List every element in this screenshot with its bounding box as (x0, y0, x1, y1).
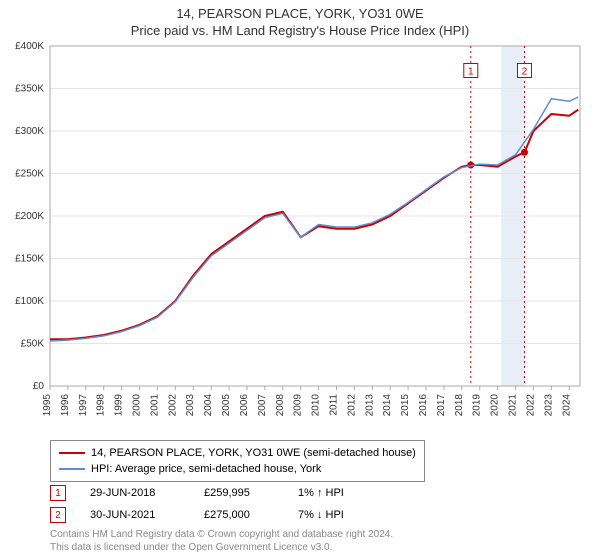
marker-price: £259,995 (204, 487, 274, 499)
svg-text:2006: 2006 (239, 394, 250, 417)
svg-text:2009: 2009 (293, 394, 304, 417)
marker-table: 1 29-JUN-2018 £259,995 1% ↑ HPI 2 30-JUN-2021… (50, 482, 378, 526)
footer-attribution: Contains HM Land Registry data © Crown c… (50, 528, 393, 554)
svg-text:2021: 2021 (508, 394, 519, 417)
svg-text:1999: 1999 (114, 394, 125, 417)
legend-item: 14, PEARSON PLACE, YORK, YO31 0WE (semi-… (59, 445, 416, 461)
legend-item: HPI: Average price, semi-detached house,… (59, 461, 416, 477)
svg-text:2024: 2024 (561, 394, 572, 417)
footer-line2: This data is licensed under the Open Gov… (50, 541, 393, 554)
svg-text:2001: 2001 (149, 394, 160, 417)
svg-text:2023: 2023 (543, 394, 554, 417)
svg-text:2: 2 (522, 67, 528, 78)
marker-row: 1 29-JUN-2018 £259,995 1% ↑ HPI (50, 482, 378, 504)
legend-swatch (59, 452, 85, 454)
svg-text:1996: 1996 (60, 394, 71, 417)
svg-text:2007: 2007 (257, 394, 268, 417)
svg-text:1995: 1995 (42, 394, 53, 417)
svg-text:£250K: £250K (15, 169, 44, 180)
svg-text:2010: 2010 (311, 394, 322, 417)
marker-row: 2 30-JUN-2021 £275,000 7% ↓ HPI (50, 504, 378, 526)
svg-text:£50K: £50K (21, 339, 45, 350)
svg-text:2019: 2019 (472, 394, 483, 417)
marker-date: 29-JUN-2018 (90, 487, 180, 499)
svg-text:2022: 2022 (525, 394, 536, 417)
svg-text:2013: 2013 (364, 394, 375, 417)
svg-text:£0: £0 (33, 381, 45, 392)
svg-text:2016: 2016 (418, 394, 429, 417)
svg-text:£150K: £150K (15, 254, 44, 265)
footer-line1: Contains HM Land Registry data © Crown c… (50, 528, 393, 541)
marker-date: 30-JUN-2021 (90, 509, 180, 521)
svg-text:2000: 2000 (132, 394, 143, 417)
title-block: 14, PEARSON PLACE, YORK, YO31 0WE Price … (0, 0, 600, 38)
legend-label: 14, PEARSON PLACE, YORK, YO31 0WE (semi-… (91, 445, 416, 461)
price-chart: £0£50K£100K£150K£200K£250K£300K£350K£400… (50, 46, 580, 386)
title-address: 14, PEARSON PLACE, YORK, YO31 0WE (0, 6, 600, 21)
svg-text:2002: 2002 (167, 394, 178, 417)
chart-container: 14, PEARSON PLACE, YORK, YO31 0WE Price … (0, 0, 600, 560)
svg-text:2005: 2005 (221, 394, 232, 417)
svg-text:2004: 2004 (203, 394, 214, 417)
svg-text:2014: 2014 (382, 394, 393, 417)
svg-text:2018: 2018 (454, 394, 465, 417)
svg-text:2020: 2020 (490, 394, 501, 417)
svg-text:2008: 2008 (275, 394, 286, 417)
marker-note: 1% ↑ HPI (298, 487, 378, 499)
svg-text:£300K: £300K (15, 126, 44, 137)
svg-text:2015: 2015 (400, 394, 411, 417)
svg-text:2012: 2012 (346, 394, 357, 417)
marker-badge: 2 (50, 507, 66, 523)
legend-swatch (59, 468, 85, 470)
legend: 14, PEARSON PLACE, YORK, YO31 0WE (semi-… (50, 440, 425, 482)
marker-badge: 1 (50, 485, 66, 501)
svg-text:£350K: £350K (15, 84, 44, 95)
svg-text:2011: 2011 (328, 394, 339, 416)
svg-text:1997: 1997 (78, 394, 89, 417)
svg-text:£200K: £200K (15, 211, 44, 222)
svg-text:£400K: £400K (15, 41, 44, 52)
svg-text:£100K: £100K (15, 296, 44, 307)
marker-note: 7% ↓ HPI (298, 509, 378, 521)
marker-price: £275,000 (204, 509, 274, 521)
svg-text:2003: 2003 (185, 394, 196, 417)
svg-text:1998: 1998 (96, 394, 107, 417)
svg-text:1: 1 (468, 67, 474, 78)
legend-label: HPI: Average price, semi-detached house,… (91, 461, 321, 477)
title-subtitle: Price paid vs. HM Land Registry's House … (0, 23, 600, 38)
svg-text:2017: 2017 (436, 394, 447, 417)
